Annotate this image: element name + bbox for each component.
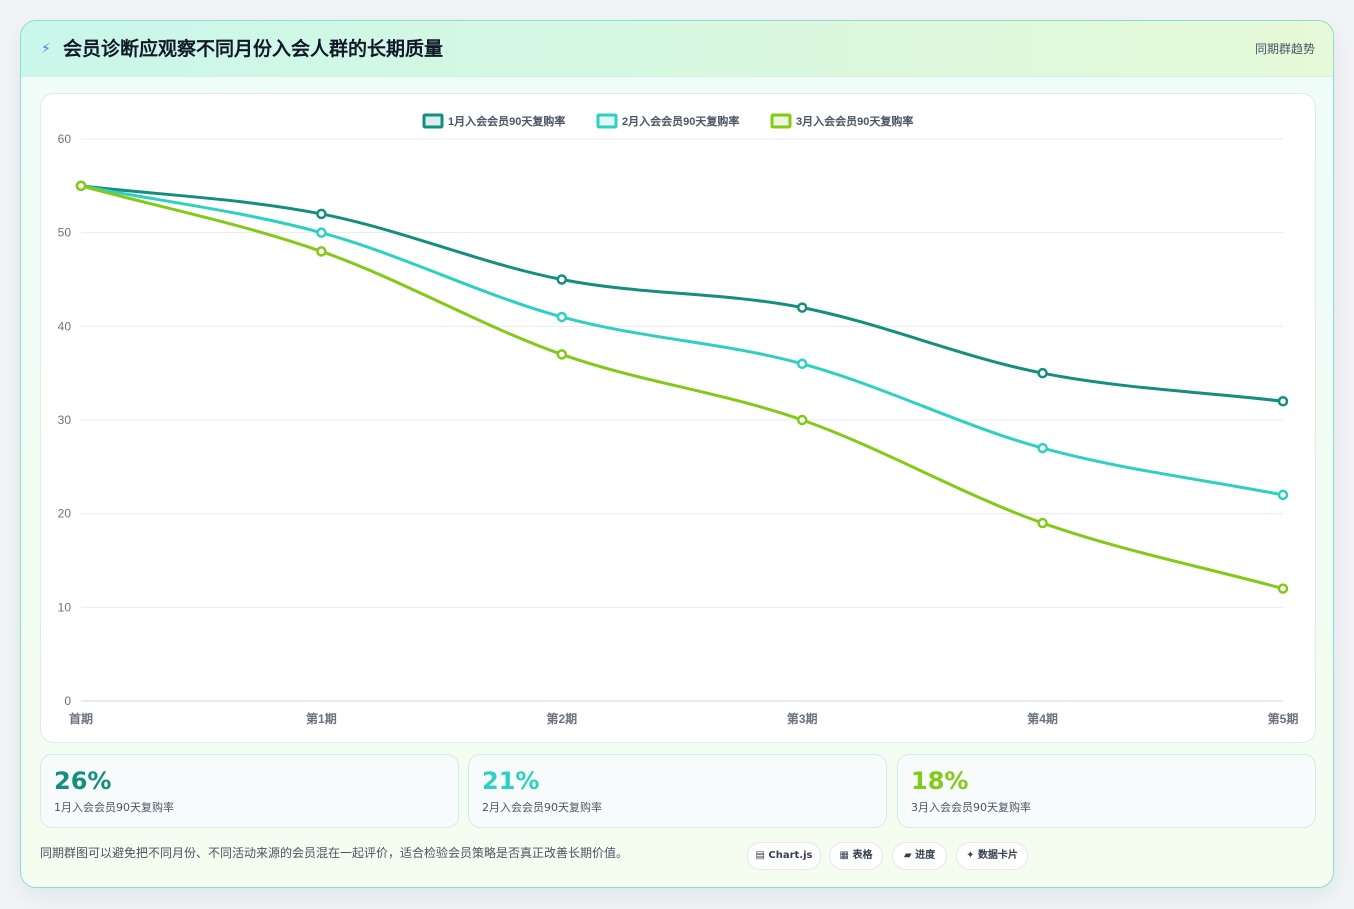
- data-point: [1037, 442, 1048, 454]
- stat-card-3: 18% 3月入会会员90天复购率: [897, 754, 1316, 828]
- pill-chartjs[interactable]: ▤ Chart.js: [747, 842, 821, 870]
- data-point: [1037, 517, 1048, 529]
- legend-swatch: [596, 113, 618, 129]
- series-line-1: [79, 184, 1285, 403]
- series-line-2: [79, 184, 1285, 497]
- series-line-3: [79, 184, 1285, 591]
- legend-swatch: [770, 113, 792, 129]
- legend-label: 2月入会会员90天复购率: [622, 114, 739, 128]
- y-tick-label: 10: [58, 600, 72, 614]
- data-point: [796, 358, 808, 370]
- x-tick-label: 第5期: [1268, 711, 1299, 726]
- line-chart: 0 10 20 30 40 50 60 首期 第1期 第2期 第3期 第4期 第5期 1月入会会员90天复…: [58, 113, 1299, 726]
- pill-data-card[interactable]: ✦ 数据卡片: [956, 842, 1028, 870]
- data-point: [796, 414, 808, 426]
- data-point: [316, 208, 327, 220]
- y-tick-label: 40: [58, 319, 72, 333]
- data-point: [556, 349, 568, 360]
- stat-value: 21%: [482, 767, 540, 795]
- footnote: 同期群图可以避免把不同月份、不同活动来源的会员混在一起评价，适合检验会员策略是否…: [40, 846, 629, 860]
- dashboard-card: ⚡ 会员诊断应观察不同月份入会人群的长期质量 同期群趋势 0 10 20 30 40 50…: [20, 20, 1334, 888]
- x-tick-label: 首期: [69, 711, 93, 726]
- data-point: [556, 274, 568, 285]
- pill-label: 进度: [915, 850, 936, 861]
- data-point: [1037, 367, 1048, 379]
- y-tick-label: 60: [58, 132, 72, 146]
- pill-label: 数据卡片: [977, 850, 1018, 861]
- stat-label: 2月入会会员90天复购率: [482, 801, 602, 814]
- x-tick-label: 第2期: [546, 711, 577, 726]
- legend-label: 1月入会会员90天复购率: [448, 114, 565, 128]
- stat-label: 1月入会会员90天复购率: [54, 801, 174, 814]
- x-tick-label: 第1期: [306, 711, 337, 726]
- lightning-icon: ⚡: [41, 41, 51, 57]
- page-title: 会员诊断应观察不同月份入会人群的长期质量: [63, 38, 444, 60]
- data-point: [316, 227, 327, 238]
- y-tick-label: 30: [58, 413, 72, 427]
- y-tick-label: 20: [58, 507, 72, 521]
- card-header: ⚡ 会员诊断应观察不同月份入会人群的长期质量 同期群趋势: [21, 21, 1333, 77]
- sparkle-icon: ✦: [966, 850, 975, 861]
- data-point: [1277, 489, 1289, 501]
- header-tag: 同期群趋势: [1254, 42, 1315, 56]
- data-point: [1277, 396, 1289, 407]
- stat-value: 18%: [911, 767, 969, 795]
- data-point: [1277, 583, 1289, 594]
- y-tick-label: 50: [58, 226, 72, 240]
- table-icon: ▦: [839, 850, 849, 861]
- pill-progress[interactable]: ▰ 进度: [892, 842, 947, 870]
- data-point: [796, 302, 808, 313]
- stat-card-2: 21% 2月入会会员90天复购率: [468, 754, 887, 828]
- data-point: [556, 311, 568, 323]
- data-point: [316, 246, 327, 257]
- chart-icon: ▤: [755, 850, 765, 861]
- legend-label: 3月入会会员90天复购率: [796, 114, 913, 128]
- pill-label: Chart.js: [768, 850, 813, 861]
- stat-value: 26%: [54, 767, 112, 795]
- x-tick-label: 第4期: [1027, 711, 1058, 726]
- x-tick-label: 第3期: [787, 711, 818, 726]
- chart-panel: 0 10 20 30 40 50 60 首期 第1期 第2期 第3期 第4期 第5期 1月入会会员90天复…: [40, 93, 1316, 743]
- pill-label: 表格: [852, 850, 873, 861]
- data-point: [75, 180, 87, 192]
- pill-table[interactable]: ▦ 表格: [829, 842, 883, 870]
- legend-swatch: [422, 113, 444, 129]
- progress-icon: ▰: [903, 850, 912, 861]
- stat-label: 3月入会会员90天复购率: [911, 801, 1031, 814]
- stat-card-1: 26% 1月入会会员90天复购率: [40, 754, 459, 828]
- y-tick-label: 0: [64, 694, 71, 708]
